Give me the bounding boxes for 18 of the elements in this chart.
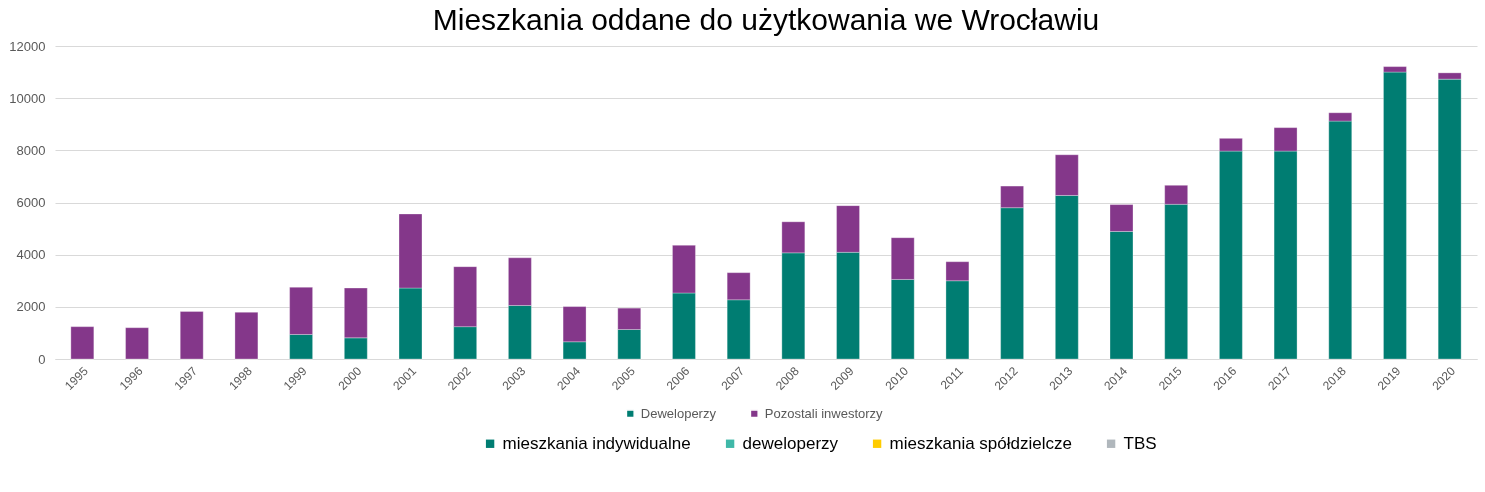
- legend-label: Deweloperzy: [640, 405, 717, 421]
- legend-label: mieszkania indywidualne: [502, 433, 691, 453]
- y-tick-label: 6000: [16, 195, 46, 210]
- y-tick-label: 8000: [16, 142, 46, 158]
- y-tick-label: 0: [38, 351, 46, 367]
- y-tick-label: 4000: [16, 247, 46, 263]
- bar: [125, 327, 149, 360]
- legend-label: deweloperzy: [742, 433, 839, 453]
- bar: [180, 311, 204, 360]
- y-tick-label: 10000: [9, 90, 46, 106]
- bar: [234, 312, 259, 360]
- y-tick-label: 12000: [9, 38, 46, 54]
- bar: [70, 326, 95, 360]
- legend-label: mieszkania spółdzielcze: [889, 433, 1072, 453]
- y-tick-label: 2000: [16, 299, 46, 315]
- legend-label: TBS: [1123, 433, 1157, 453]
- legend-label: Pozostali inwestorzy: [764, 405, 884, 421]
- chart-title: Mieszkania oddane do użytkowania we Wrocławiu: [432, 3, 1100, 36]
